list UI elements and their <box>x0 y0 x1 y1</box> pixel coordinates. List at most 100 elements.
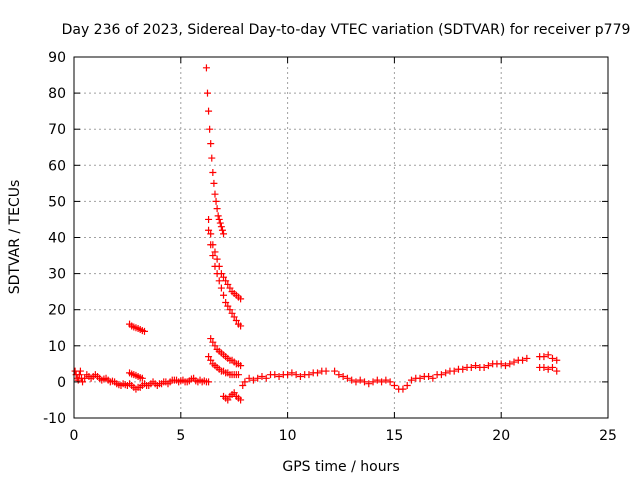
data-point <box>442 369 450 377</box>
data-point <box>540 353 548 361</box>
data-point <box>331 367 339 375</box>
data-point <box>205 107 213 115</box>
data-point <box>510 358 518 366</box>
data-point <box>76 367 84 375</box>
data-point <box>215 215 223 223</box>
data-point <box>249 376 257 384</box>
data-point <box>237 396 245 404</box>
y-tick-label: 40 <box>48 231 66 247</box>
data-point <box>378 378 386 386</box>
data-point <box>365 380 373 388</box>
data-point <box>339 372 347 380</box>
data-point <box>356 376 364 384</box>
data-point <box>208 154 216 162</box>
data-point <box>519 356 527 364</box>
data-point <box>284 371 292 379</box>
data-point <box>209 169 217 177</box>
y-tick-label: 60 <box>48 158 66 174</box>
data-point <box>390 382 398 390</box>
y-tick-label: 90 <box>48 50 66 66</box>
y-tick-label: 30 <box>48 267 66 283</box>
data-point <box>360 378 368 386</box>
data-point <box>322 367 330 375</box>
data-point <box>262 374 270 382</box>
y-axis-label: SDTVAR / TECUs <box>7 180 23 295</box>
x-tick-label: 10 <box>279 428 297 444</box>
x-tick-label: 0 <box>70 428 79 444</box>
data-point <box>314 369 322 377</box>
data-point <box>548 363 556 371</box>
data-point <box>241 378 249 386</box>
chart-title: Day 236 of 2023, Sidereal Day-to-day VTE… <box>62 22 631 38</box>
data-point <box>224 302 232 310</box>
data-point <box>403 382 411 390</box>
data-point <box>237 295 245 303</box>
data-point <box>480 363 488 371</box>
data-point <box>224 280 232 288</box>
data-point <box>224 396 232 404</box>
data-point <box>216 219 224 227</box>
data-point <box>544 365 552 373</box>
data-point <box>212 197 220 205</box>
data-point <box>220 230 228 238</box>
data-point <box>217 284 225 292</box>
x-tick-label: 25 <box>599 428 617 444</box>
data-points <box>71 64 561 404</box>
data-point <box>211 190 219 198</box>
data-point <box>217 223 225 231</box>
data-point <box>207 230 215 238</box>
data-point <box>207 335 215 343</box>
data-point <box>497 360 505 368</box>
data-point <box>416 374 424 382</box>
y-tick-label: -10 <box>43 411 66 427</box>
data-point <box>205 226 213 234</box>
data-point <box>79 378 87 386</box>
data-point <box>81 374 89 382</box>
data-point <box>540 363 548 371</box>
data-point <box>239 382 247 390</box>
data-point <box>204 89 211 97</box>
data-point <box>437 371 445 379</box>
data-point <box>450 367 458 375</box>
y-tick-label: 50 <box>48 194 66 210</box>
data-point <box>523 354 531 362</box>
data-point <box>352 378 360 386</box>
x-axis-label: GPS time / hours <box>282 459 399 475</box>
data-point <box>205 353 213 361</box>
data-point <box>226 284 234 292</box>
data-point <box>209 241 217 249</box>
data-point <box>220 291 228 299</box>
data-point <box>369 378 377 386</box>
data-point <box>335 371 343 379</box>
data-point <box>382 376 390 384</box>
data-point <box>553 356 561 364</box>
data-point <box>553 367 561 375</box>
y-tick-label: 10 <box>48 339 66 355</box>
data-point <box>207 140 215 148</box>
data-point <box>237 322 245 330</box>
data-point <box>211 342 219 350</box>
y-tick-label: 0 <box>57 375 66 391</box>
data-point <box>544 351 552 359</box>
data-point <box>138 374 146 382</box>
data-point <box>205 215 213 223</box>
y-tick-label: 80 <box>48 86 66 102</box>
data-point <box>222 298 230 306</box>
data-point <box>209 252 217 260</box>
data-point <box>501 362 509 370</box>
data-point <box>232 317 240 325</box>
data-point <box>202 64 210 72</box>
data-point <box>211 248 219 256</box>
data-point <box>399 385 407 393</box>
data-point <box>296 372 304 380</box>
data-point <box>254 374 262 382</box>
data-point <box>220 273 228 281</box>
y-tick-label: 70 <box>48 122 66 138</box>
y-ticks: -10 0 10 20 30 40 50 60 70 80 90 <box>43 50 608 427</box>
data-point <box>213 255 221 263</box>
data-point <box>506 360 514 368</box>
data-point <box>292 371 300 379</box>
data-point <box>258 372 266 380</box>
data-point <box>472 362 480 370</box>
